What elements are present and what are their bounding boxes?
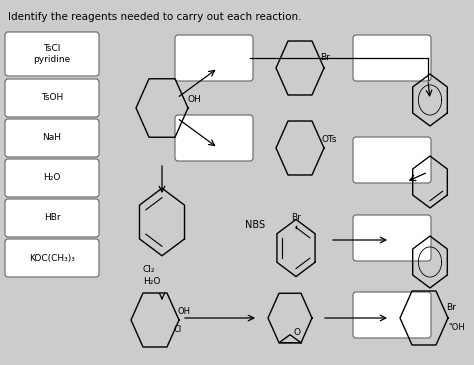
Text: OH: OH [188, 96, 202, 104]
FancyBboxPatch shape [175, 35, 253, 81]
Text: KOC(CH₃)₃: KOC(CH₃)₃ [29, 254, 75, 262]
Text: Cl: Cl [174, 326, 182, 334]
FancyBboxPatch shape [5, 239, 99, 277]
Text: Identify the reagents needed to carry out each reaction.: Identify the reagents needed to carry ou… [8, 12, 301, 22]
FancyBboxPatch shape [5, 159, 99, 197]
Text: H₂O: H₂O [43, 173, 61, 182]
FancyBboxPatch shape [353, 137, 431, 183]
Text: OTs: OTs [322, 135, 337, 145]
Text: TsOH: TsOH [41, 93, 63, 103]
Text: "OH: "OH [448, 323, 465, 333]
Text: NaH: NaH [43, 134, 62, 142]
FancyBboxPatch shape [353, 215, 431, 261]
Text: OH: OH [178, 307, 191, 315]
FancyBboxPatch shape [353, 292, 431, 338]
FancyBboxPatch shape [5, 32, 99, 76]
FancyBboxPatch shape [5, 79, 99, 117]
FancyBboxPatch shape [353, 35, 431, 81]
Text: H₂O: H₂O [143, 277, 160, 285]
Text: NBS: NBS [245, 220, 265, 230]
FancyBboxPatch shape [5, 119, 99, 157]
Text: O: O [294, 328, 301, 337]
Text: TsCl
pyridine: TsCl pyridine [33, 44, 71, 64]
Text: HBr: HBr [44, 214, 60, 223]
Text: Br: Br [446, 304, 456, 312]
Text: Br: Br [320, 54, 330, 62]
Text: Cl₂: Cl₂ [143, 265, 155, 274]
FancyBboxPatch shape [175, 115, 253, 161]
FancyBboxPatch shape [5, 199, 99, 237]
Text: Br: Br [291, 214, 301, 223]
